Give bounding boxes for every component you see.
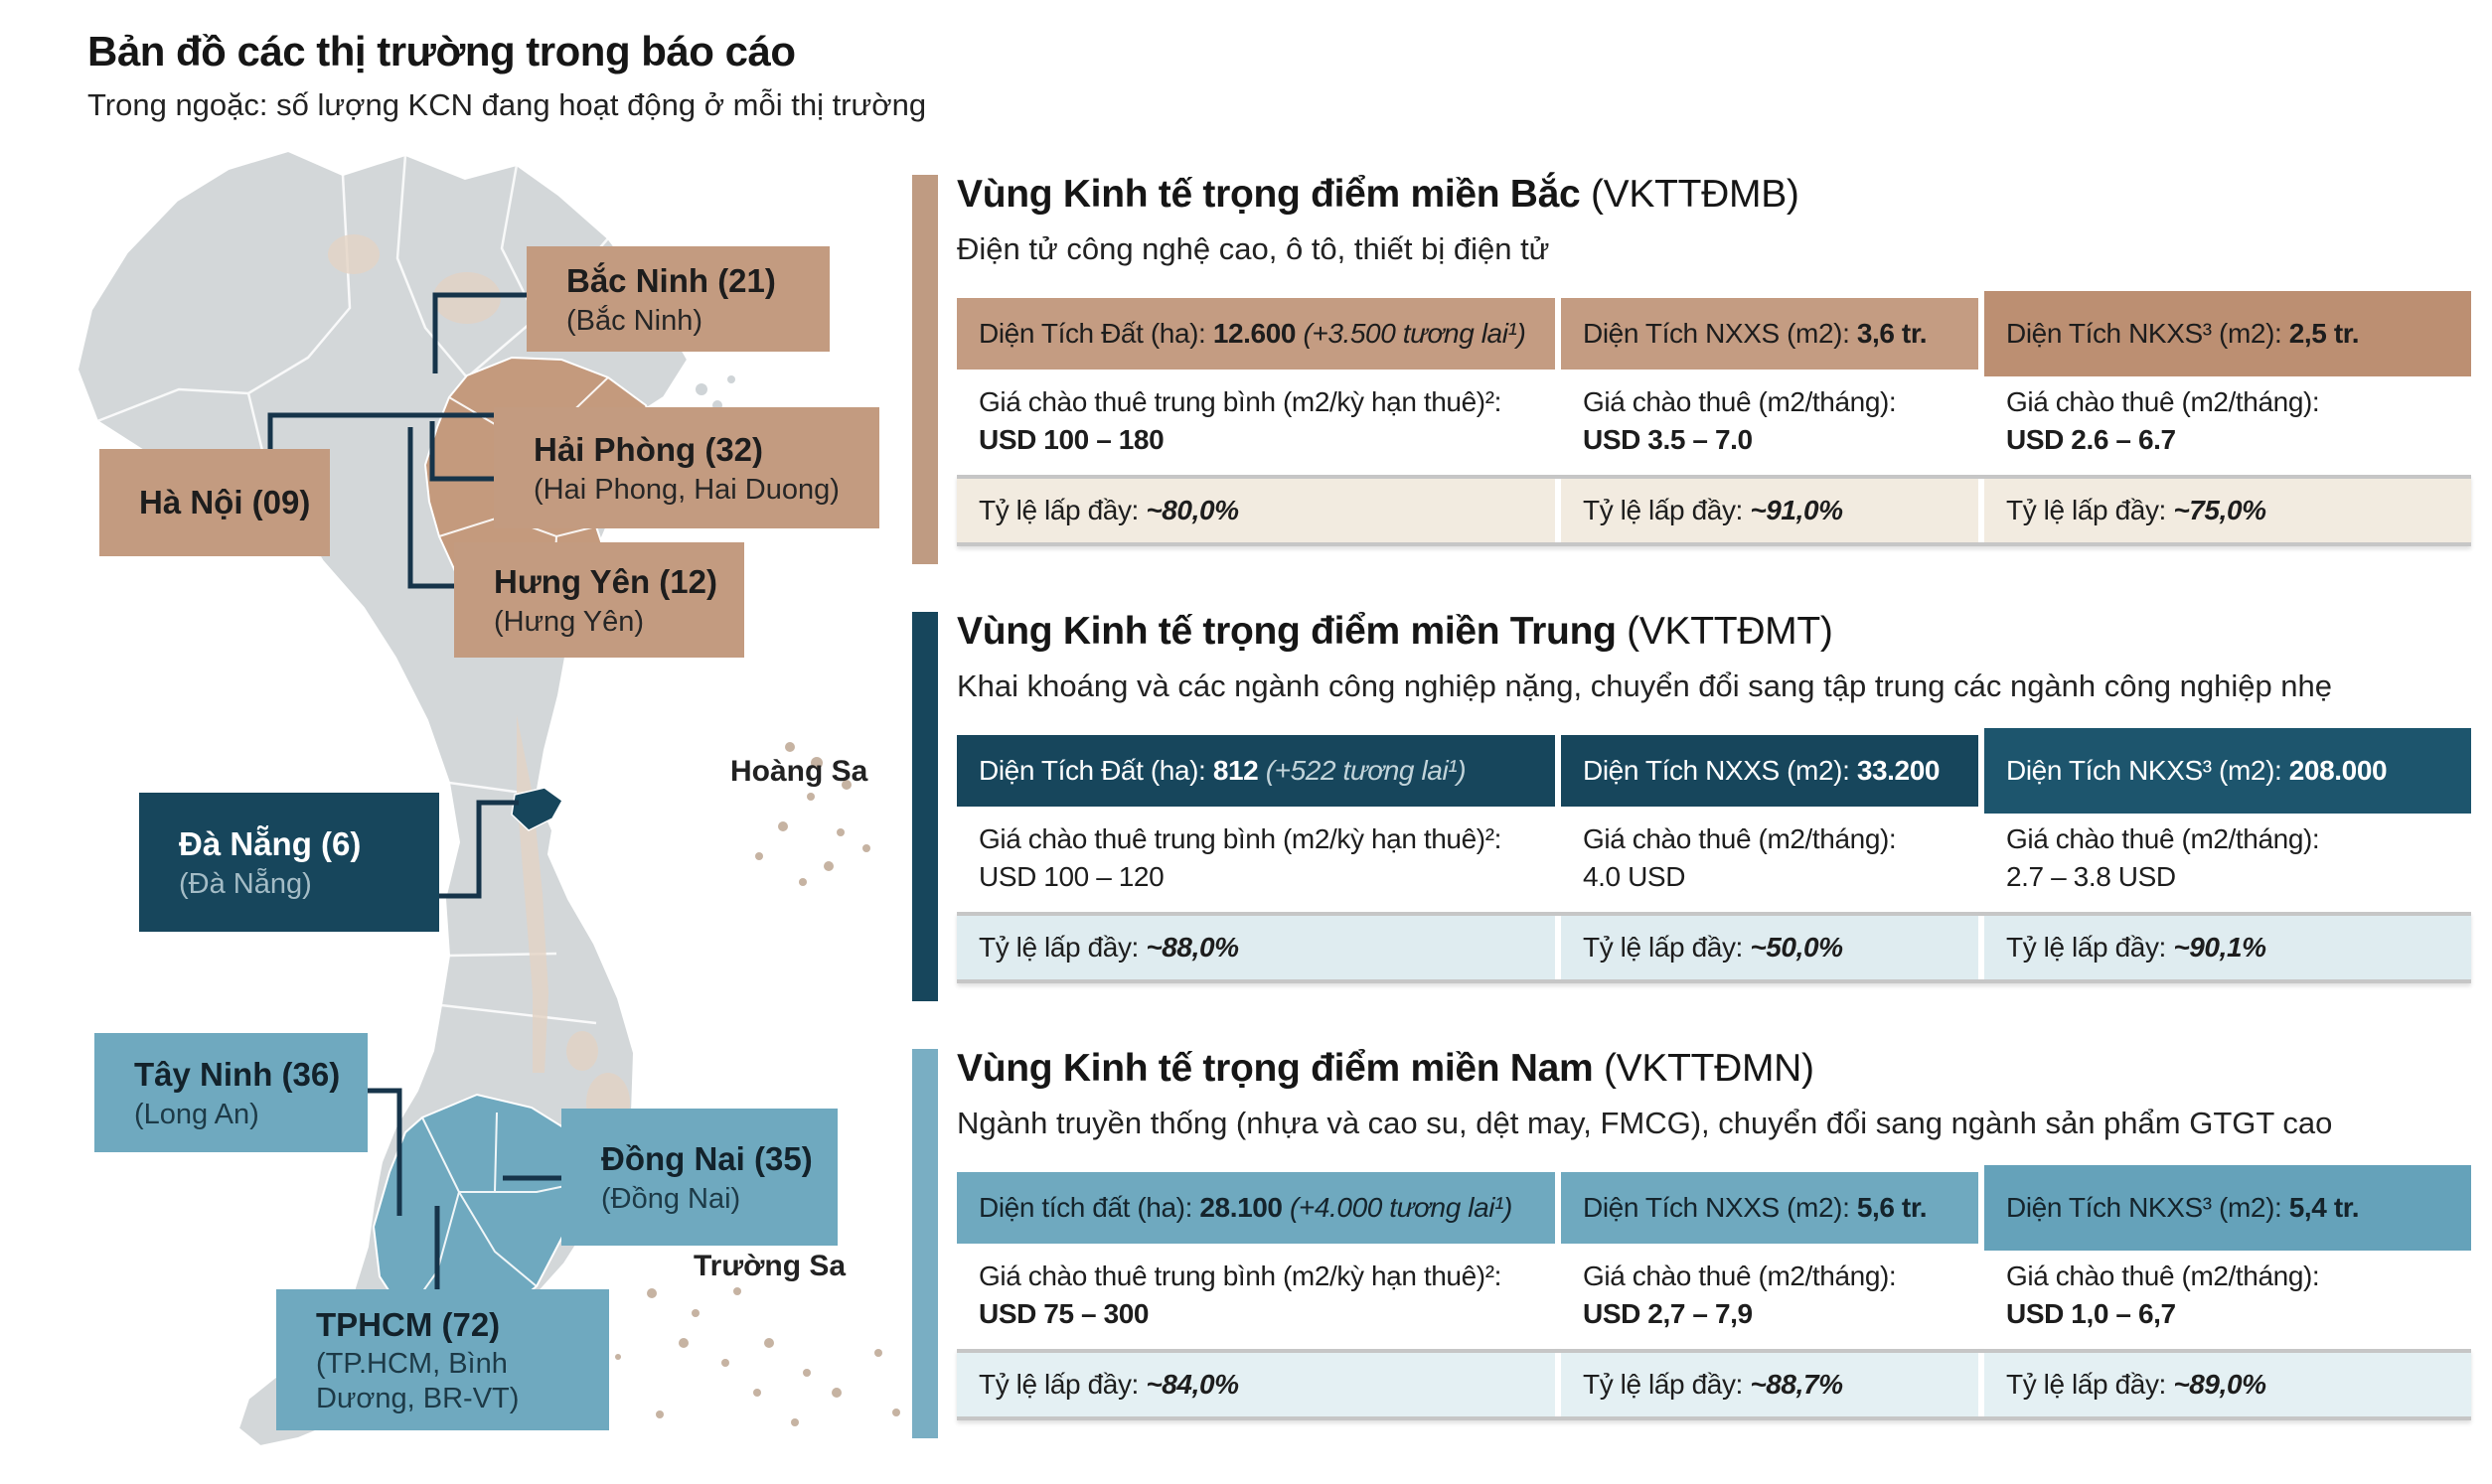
connector-lines	[267, 292, 561, 1289]
cell-nkxs-occupancy: Tỷ lệ lấp đầy: ~89,0%	[1984, 1353, 2471, 1416]
table-row-rent: Giá chào thuê trung bình (m2/kỳ hạn thuê…	[957, 1244, 2471, 1349]
page-title: Bản đồ các thị trường trong báo cáo	[87, 28, 796, 74]
cell-nkxs-rent: Giá chào thuê (m2/tháng): USD 2.6 – 6.7	[1984, 370, 2471, 475]
hoang-sa-islands	[755, 742, 870, 886]
cell-nxxs-area: Diện Tích NXXS (m2): 3,6 tr.	[1561, 298, 1978, 370]
cell-nxxs-area: Diện Tích NXXS (m2): 33.200	[1561, 735, 1978, 807]
section-heading: Vùng Kinh tế trọng điểm miền Nam (VKTTĐM…	[957, 1047, 1814, 1090]
cell-nkxs-area: Diện Tích NKXS³ (m2): 2,5 tr.	[1984, 291, 2471, 376]
map-label-hung-yen: Hưng Yên (12) (Hưng Yên)	[454, 542, 744, 658]
map-label-sub: (Hai Phong, Hai Duong)	[534, 473, 840, 506]
table-row-area: Diện tích đất (ha): 28.100 (+4.000 tương…	[957, 1165, 2471, 1251]
truong-sa-label: Trường Sa	[694, 1250, 847, 1282]
cell-nxxs-rent: Giá chào thuê (m2/tháng): USD 2,7 – 7,9	[1561, 1244, 1978, 1349]
table-row-rent: Giá chào thuê trung bình (m2/kỳ hạn thuê…	[957, 370, 2471, 475]
section-south: Vùng Kinh tế trọng điểm miền Nam (VKTTĐM…	[912, 1045, 2492, 1442]
section-industry: Khai khoáng và các ngành công nghiệp nặn…	[957, 668, 2333, 703]
table-row-rent: Giá chào thuê trung bình (m2/kỳ hạn thuê…	[957, 807, 2471, 912]
section-accent-bar	[912, 1049, 938, 1438]
map-label-dong-nai: Đồng Nai (35) (Đồng Nai)	[561, 1109, 838, 1246]
cell-nkxs-rent: Giá chào thuê (m2/tháng): USD 1,0 – 6,7	[1984, 1244, 2471, 1349]
da-nang-highlight	[511, 787, 563, 831]
section-accent-bar	[912, 612, 938, 1001]
north-table: Diện Tích Đất (ha): 12.600 (+3.500 tương…	[957, 291, 2471, 546]
section-heading: Vùng Kinh tế trọng điểm miền Bắc (VKTTĐM…	[957, 173, 1799, 216]
south-table: Diện tích đất (ha): 28.100 (+4.000 tương…	[957, 1165, 2471, 1420]
cell-land-area: Diện Tích Đất (ha): 12.600 (+3.500 tương…	[957, 298, 1555, 370]
page-subtitle: Trong ngoặc: số lượng KCN đang hoạt động…	[87, 87, 927, 122]
table-row-occupancy: Tỷ lệ lấp đầy: ~80,0% Tỷ lệ lấp đầy: ~91…	[957, 475, 2471, 546]
map-label-title: Tây Ninh (36)	[134, 1056, 341, 1094]
cell-nkxs-area: Diện Tích NKXS³ (m2): 208.000	[1984, 728, 2471, 814]
map-label-sub: (Bắc Ninh)	[566, 304, 702, 337]
section-north: Vùng Kinh tế trọng điểm miền Bắc (VKTTĐM…	[912, 171, 2492, 568]
cell-nxxs-occupancy: Tỷ lệ lấp đầy: ~88,7%	[1561, 1353, 1978, 1416]
map-label-hai-phong: Hải Phòng (32) (Hai Phong, Hai Duong)	[494, 407, 879, 528]
map-label-title: Hà Nội (09)	[139, 484, 311, 521]
map-label-tphcm: TPHCM (72) (TP.HCM, Bình Dương, BR-VT)	[276, 1289, 609, 1430]
section-central: Vùng Kinh tế trọng điểm miền Trung (VKTT…	[912, 608, 2492, 1005]
cell-nxxs-occupancy: Tỷ lệ lấp đầy: ~91,0%	[1561, 479, 1978, 542]
map-label-title: Bắc Ninh (21)	[566, 262, 776, 300]
cell-nxxs-occupancy: Tỷ lệ lấp đầy: ~50,0%	[1561, 916, 1978, 979]
map-label-title: Hưng Yên (12)	[494, 563, 717, 601]
cell-land-occupancy: Tỷ lệ lấp đầy: ~80,0%	[957, 479, 1555, 542]
map-label-sub: (TP.HCM, Bình Dương, BR-VT)	[316, 1348, 520, 1414]
cell-nkxs-occupancy: Tỷ lệ lấp đầy: ~75,0%	[1984, 479, 2471, 542]
cell-land-rent: Giá chào thuê trung bình (m2/kỳ hạn thuê…	[957, 807, 1555, 912]
cell-nkxs-occupancy: Tỷ lệ lấp đầy: ~90,1%	[1984, 916, 2471, 979]
table-row-occupancy: Tỷ lệ lấp đầy: ~84,0% Tỷ lệ lấp đầy: ~88…	[957, 1349, 2471, 1420]
map-label-title: Đồng Nai (35)	[601, 1140, 813, 1178]
section-accent-bar	[912, 175, 938, 564]
map-label-sub: (Hưng Yên)	[494, 605, 645, 638]
table-row-area: Diện Tích Đất (ha): 12.600 (+3.500 tương…	[957, 291, 2471, 376]
map-label-sub: (Đồng Nai)	[601, 1182, 741, 1215]
cell-nxxs-rent: Giá chào thuê (m2/tháng): USD 3.5 – 7.0	[1561, 370, 1978, 475]
cell-land-rent: Giá chào thuê trung bình (m2/kỳ hạn thuê…	[957, 1244, 1555, 1349]
map-label-title: TPHCM (72)	[316, 1306, 501, 1344]
cell-land-area: Diện tích đất (ha): 28.100 (+4.000 tương…	[957, 1172, 1555, 1244]
table-row-occupancy: Tỷ lệ lấp đầy: ~88,0% Tỷ lệ lấp đầy: ~50…	[957, 912, 2471, 983]
map-label-bac-ninh: Bắc Ninh (21) (Bắc Ninh)	[527, 246, 830, 352]
table-row-area: Diện Tích Đất (ha): 812 (+522 tương lai¹…	[957, 728, 2471, 814]
section-heading: Vùng Kinh tế trọng điểm miền Trung (VKTT…	[957, 610, 1833, 653]
central-table: Diện Tích Đất (ha): 812 (+522 tương lai¹…	[957, 728, 2471, 983]
hoang-sa-label: Hoàng Sa	[730, 755, 868, 788]
map-label-da-nang: Đà Nẵng (6) (Đà Nẵng)	[139, 793, 439, 932]
map-label-tay-ninh: Tây Ninh (36) (Long An)	[94, 1033, 368, 1152]
cell-nxxs-rent: Giá chào thuê (m2/tháng): 4.0 USD	[1561, 807, 1978, 912]
section-industry: Ngành truyền thống (nhựa và cao su, dệt …	[957, 1106, 2333, 1140]
cell-nkxs-area: Diện Tích NKXS³ (m2): 5,4 tr.	[1984, 1165, 2471, 1251]
map-label-sub: (Long An)	[134, 1098, 259, 1130]
cell-land-area: Diện Tích Đất (ha): 812 (+522 tương lai¹…	[957, 735, 1555, 807]
cell-land-rent: Giá chào thuê trung bình (m2/kỳ hạn thuê…	[957, 370, 1555, 475]
section-industry: Điện tử công nghệ cao, ô tô, thiết bị đi…	[957, 231, 1550, 266]
cell-nxxs-area: Diện Tích NXXS (m2): 5,6 tr.	[1561, 1172, 1978, 1244]
cell-nkxs-rent: Giá chào thuê (m2/tháng): 2.7 – 3.8 USD	[1984, 807, 2471, 912]
map-label-title: Đà Nẵng (6)	[179, 825, 362, 863]
truong-sa-islands	[615, 1287, 900, 1426]
map-label-title: Hải Phòng (32)	[534, 431, 764, 469]
cell-land-occupancy: Tỷ lệ lấp đầy: ~84,0%	[957, 1353, 1555, 1416]
cell-land-occupancy: Tỷ lệ lấp đầy: ~88,0%	[957, 916, 1555, 979]
map-label-ha-noi: Hà Nội (09)	[99, 449, 330, 556]
map-label-sub: (Đà Nẵng)	[179, 867, 312, 900]
